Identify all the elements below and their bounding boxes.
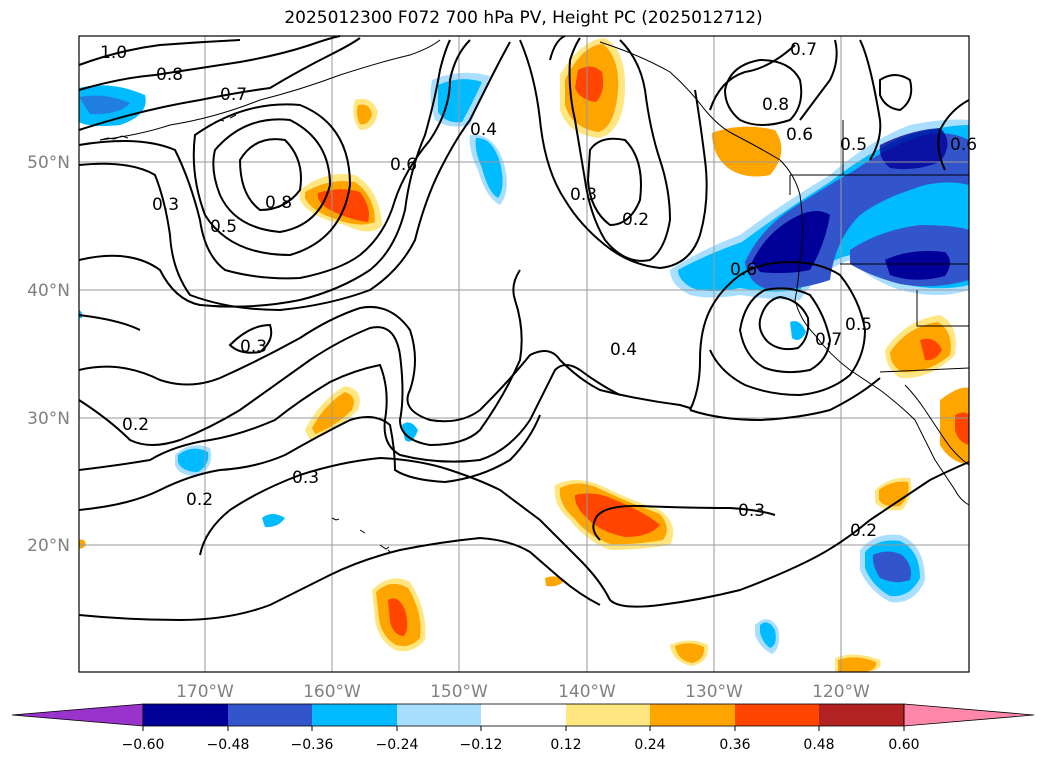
svg-text:0.7: 0.7 (220, 85, 247, 105)
svg-text:0.2: 0.2 (622, 210, 649, 230)
svg-text:1.0: 1.0 (100, 43, 127, 63)
lat-label-30n: 30°N (27, 409, 70, 429)
colorbar-extend-max (903, 703, 1035, 727)
colorbar-tick-label: 0.60 (888, 737, 919, 753)
coastlines (99, 39, 970, 554)
colorbar-tick-label: −0.12 (460, 737, 503, 753)
svg-text:0.3: 0.3 (570, 185, 597, 205)
svg-text:0.6: 0.6 (390, 155, 417, 175)
lon-label-160w: 160°W (303, 682, 361, 702)
height-contours (78, 35, 970, 622)
colorbar-extend-min (11, 703, 144, 727)
svg-text:0.5: 0.5 (840, 135, 867, 155)
graticule (79, 36, 969, 672)
svg-text:0.8: 0.8 (156, 65, 183, 85)
svg-text:0.8: 0.8 (762, 95, 789, 115)
lon-label-140w: 140°W (558, 682, 616, 702)
svg-text:0.3: 0.3 (292, 468, 319, 488)
colorbar: −0.60 −0.48 −0.36 −0.24 −0.12 0.12 0.24 … (11, 703, 1035, 753)
svg-text:0.7: 0.7 (790, 40, 817, 60)
svg-text:0.2: 0.2 (186, 490, 213, 510)
colorbar-bin (143, 704, 228, 726)
colorbar-bin (312, 704, 397, 726)
lon-label-120w: 120°W (812, 682, 870, 702)
svg-text:0.6: 0.6 (950, 135, 977, 155)
map-frame (78, 35, 970, 673)
lat-label-40n: 40°N (27, 281, 70, 301)
pv-shading (79, 38, 969, 672)
contour-labels: 1.0 0.8 0.7 0.3 0.5 0.8 0.6 0.4 0.3 0.2 … (100, 40, 977, 541)
colorbar-bin (735, 704, 819, 726)
map-title: 2025012300 F072 700 hPa PV, Height PC (2… (284, 8, 763, 28)
svg-text:0.2: 0.2 (850, 521, 877, 541)
colorbar-tick-label: 0.24 (634, 737, 665, 753)
colorbar-bin (819, 704, 904, 726)
svg-text:0.4: 0.4 (470, 120, 497, 140)
colorbar-bin (481, 704, 566, 726)
colorbar-outline (142, 703, 905, 727)
svg-text:0.2: 0.2 (122, 415, 149, 435)
svg-text:0.6: 0.6 (730, 260, 757, 280)
colorbar-tick-label: −0.36 (291, 737, 334, 753)
colorbar-tick-label: 0.12 (550, 737, 581, 753)
map-background (79, 36, 969, 672)
svg-text:0.4: 0.4 (610, 340, 637, 360)
colorbar-tick-label: −0.48 (207, 737, 250, 753)
colorbar-tick-label: −0.60 (122, 737, 165, 753)
colorbar-tick-label: −0.24 (376, 737, 419, 753)
svg-text:0.3: 0.3 (240, 337, 267, 357)
lat-label-20n: 20°N (27, 536, 70, 556)
lon-label-130w: 130°W (685, 682, 743, 702)
svg-text:0.3: 0.3 (152, 195, 179, 215)
svg-text:0.8: 0.8 (265, 193, 292, 213)
colorbar-bin (397, 704, 481, 726)
svg-text:0.7: 0.7 (815, 330, 842, 350)
colorbar-bin (650, 704, 735, 726)
svg-text:0.5: 0.5 (210, 217, 237, 237)
colorbar-tick-label: 0.48 (803, 737, 834, 753)
lon-label-170w: 170°W (176, 682, 234, 702)
colorbar-tick-label: 0.36 (719, 737, 750, 753)
svg-text:0.6: 0.6 (786, 125, 813, 145)
svg-text:0.5: 0.5 (845, 315, 872, 335)
colorbar-bin (228, 704, 312, 726)
lon-label-150w: 150°W (430, 682, 488, 702)
svg-text:0.3: 0.3 (738, 501, 765, 521)
lat-label-50n: 50°N (27, 153, 70, 173)
colorbar-bin (566, 704, 650, 726)
